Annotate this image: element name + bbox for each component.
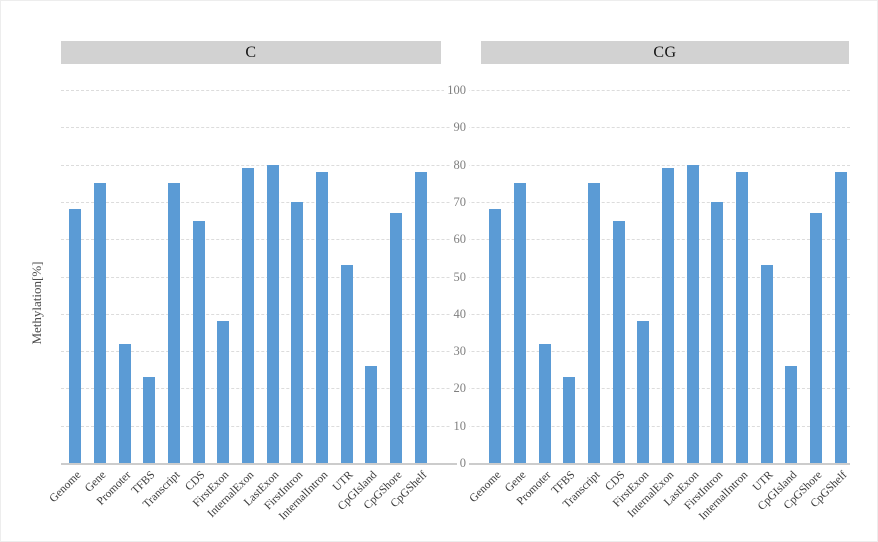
x-tick-label-firstexon: FirstExon: [191, 469, 232, 510]
x-tick-label-transcript: Transcript: [140, 469, 183, 511]
x-tick-label-gene: Gene: [82, 469, 109, 495]
x-tick-label-cpgshore: CpGShore: [781, 469, 825, 512]
y-tick-label-90: 90: [425, 119, 469, 135]
panel-title-cg: CG: [653, 43, 677, 61]
x-tick-label-firstexon: FirstExon: [611, 469, 652, 510]
x-tick-label-internalintron: InternalIntron: [696, 469, 751, 523]
x-tick-label-internalintron: InternalIntron: [276, 469, 331, 523]
bar-cg-utr: [760, 265, 773, 463]
bar-cg-lastexon: [686, 164, 699, 463]
x-tick-label-lastexon: LastExon: [241, 469, 282, 509]
y-tick-label-70: 70: [425, 194, 469, 210]
bar-cg-cpgshelf: [834, 172, 847, 463]
x-tick-label-tfbs: TFBS: [129, 469, 158, 497]
bar-c-internalintron: [316, 172, 329, 463]
y-tick-label-50: 50: [425, 269, 469, 285]
x-tick-label-utr: UTR: [750, 469, 776, 494]
bar-c-internalexon: [242, 168, 255, 463]
bar-cg-genome: [489, 209, 502, 463]
panel-header-c: C: [61, 41, 441, 64]
bar-cg-promoter: [538, 343, 551, 463]
x-tick-label-utr: UTR: [330, 469, 356, 494]
x-tick-label-lastexon: LastExon: [661, 469, 702, 509]
y-axis-title: Methylation[%]: [29, 261, 44, 345]
x-tick-label-promoter: Promoter: [514, 469, 554, 508]
gridline-60: [61, 239, 850, 241]
x-tick-label-internalexon: InternalExon: [205, 469, 257, 520]
bar-cg-firstintron: [711, 201, 724, 463]
gridline-80: [61, 164, 850, 166]
bar-cg-tfbs: [563, 377, 576, 463]
x-tick-label-cpgisland: CpGIsland: [336, 469, 380, 513]
bar-cg-cds: [612, 220, 625, 463]
x-tick-label-firstintron: FirstIntron: [682, 469, 726, 513]
y-tick-label-10: 10: [425, 418, 469, 434]
gridline-30: [61, 351, 850, 353]
gridline-10: [61, 425, 850, 427]
y-tick-label-80: 80: [425, 157, 469, 173]
gridline-100: [61, 90, 850, 91]
bar-cg-transcript: [588, 183, 600, 463]
y-tick-label-30: 30: [425, 343, 469, 359]
gridline-40: [61, 313, 850, 315]
bar-cg-internalintron: [736, 172, 749, 463]
x-tick-label-cpgshelf: CpGShelf: [388, 469, 430, 511]
bar-c-transcript: [168, 183, 180, 463]
bar-c-tfbs: [143, 377, 156, 463]
x-tick-label-cpgisland: CpGIsland: [756, 469, 800, 513]
bar-cg-cpgisland: [785, 366, 798, 463]
x-tick-label-tfbs: TFBS: [549, 469, 578, 497]
x-tick-label-cds: CDS: [602, 469, 628, 494]
panel-title-c: C: [245, 43, 257, 61]
bar-c-cds: [192, 220, 205, 463]
bar-c-utr: [340, 265, 353, 463]
bar-c-lastexon: [266, 164, 279, 463]
bar-c-cpgisland: [365, 366, 378, 463]
y-tick-label-60: 60: [425, 231, 469, 247]
panel-header-cg: CG: [481, 41, 849, 64]
y-tick-label-100: 100: [425, 82, 469, 98]
bar-c-firstintron: [291, 201, 304, 463]
x-tick-label-cpgshelf: CpGShelf: [808, 469, 850, 511]
gridline-20: [61, 388, 850, 390]
gridline-90: [61, 127, 850, 129]
x-tick-label-transcript: Transcript: [560, 469, 603, 511]
x-tick-label-promoter: Promoter: [94, 469, 134, 508]
bar-c-firstexon: [217, 321, 230, 463]
x-tick-label-genome: Genome: [47, 469, 84, 506]
bar-cg-gene: [514, 183, 526, 463]
y-tick-label-20: 20: [425, 380, 469, 396]
x-tick-label-genome: Genome: [467, 469, 504, 506]
gridline-50: [61, 276, 850, 278]
bar-cg-internalexon: [662, 168, 675, 463]
bar-cg-firstexon: [637, 321, 650, 463]
bar-c-gene: [94, 183, 106, 463]
bar-c-cpgshelf: [414, 172, 427, 463]
bar-cg-cpgshore: [810, 213, 823, 463]
x-tick-label-cds: CDS: [182, 469, 208, 494]
x-tick-label-firstintron: FirstIntron: [262, 469, 306, 513]
x-axis-line: [61, 463, 850, 465]
gridline-70: [61, 201, 850, 203]
bar-c-genome: [69, 209, 82, 463]
bar-c-promoter: [118, 343, 131, 463]
y-tick-label-40: 40: [425, 306, 469, 322]
x-tick-label-internalexon: InternalExon: [625, 469, 677, 520]
x-tick-label-cpgshore: CpGShore: [361, 469, 405, 512]
x-tick-label-gene: Gene: [502, 469, 529, 495]
bar-c-cpgshore: [390, 213, 403, 463]
